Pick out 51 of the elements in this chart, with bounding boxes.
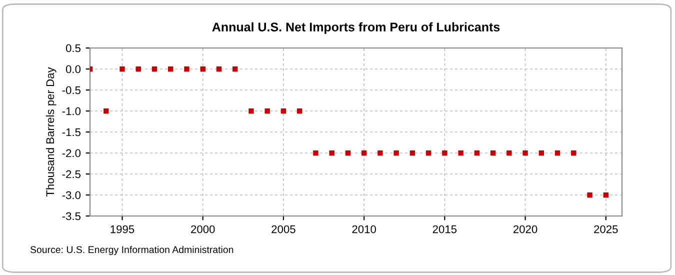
point [264, 108, 270, 114]
y-tick-label: -0.5 [62, 86, 81, 94]
point [458, 150, 464, 156]
x-tick-label: 2025 [594, 225, 618, 234]
point [554, 150, 560, 156]
point [361, 150, 367, 156]
point [168, 66, 174, 72]
point [426, 150, 432, 156]
point [104, 108, 109, 114]
y-tick-label: 0.5 [66, 44, 81, 52]
y-tick-label: -2.5 [62, 170, 81, 178]
y-tick-label: -3.0 [62, 191, 81, 200]
y-axis-title: Thousand Barrels per Day [46, 67, 56, 197]
point [120, 66, 125, 72]
point [345, 150, 351, 156]
point [200, 66, 206, 72]
point [538, 150, 544, 156]
x-tick-label: 1995 [110, 225, 134, 234]
y-tick-label: -1.5 [62, 128, 81, 136]
point [506, 150, 512, 156]
x-tick-label: 2015 [432, 225, 457, 234]
point [442, 150, 448, 156]
point [232, 66, 238, 72]
point [490, 150, 496, 156]
y-tick-label: -3.5 [62, 212, 81, 220]
point [410, 150, 416, 156]
x-tick-label: 2005 [272, 225, 296, 234]
point [587, 192, 592, 198]
point [394, 150, 399, 156]
x-tick-label: 2000 [191, 225, 215, 234]
point [474, 150, 480, 156]
point [522, 150, 528, 156]
chart-title: Annual U.S. Net Imports from Peru of Lubricants [212, 22, 500, 34]
point [329, 150, 334, 156]
y-tick-label: -1.0 [62, 107, 81, 116]
point [136, 66, 141, 72]
y-tick-label: -2.0 [62, 149, 81, 158]
point [280, 108, 286, 114]
point [571, 150, 576, 156]
point [603, 192, 608, 198]
point [313, 150, 318, 156]
point [216, 66, 222, 72]
source-note: Source: U.S. Energy Information Administration [30, 246, 234, 256]
point [378, 150, 383, 156]
x-tick-label: 2010 [352, 225, 376, 234]
point [152, 66, 158, 72]
y-tick-label: 0.0 [66, 65, 81, 74]
point [184, 66, 190, 72]
point [248, 108, 254, 114]
point [296, 108, 302, 114]
x-tick-label: 2020 [513, 225, 538, 234]
